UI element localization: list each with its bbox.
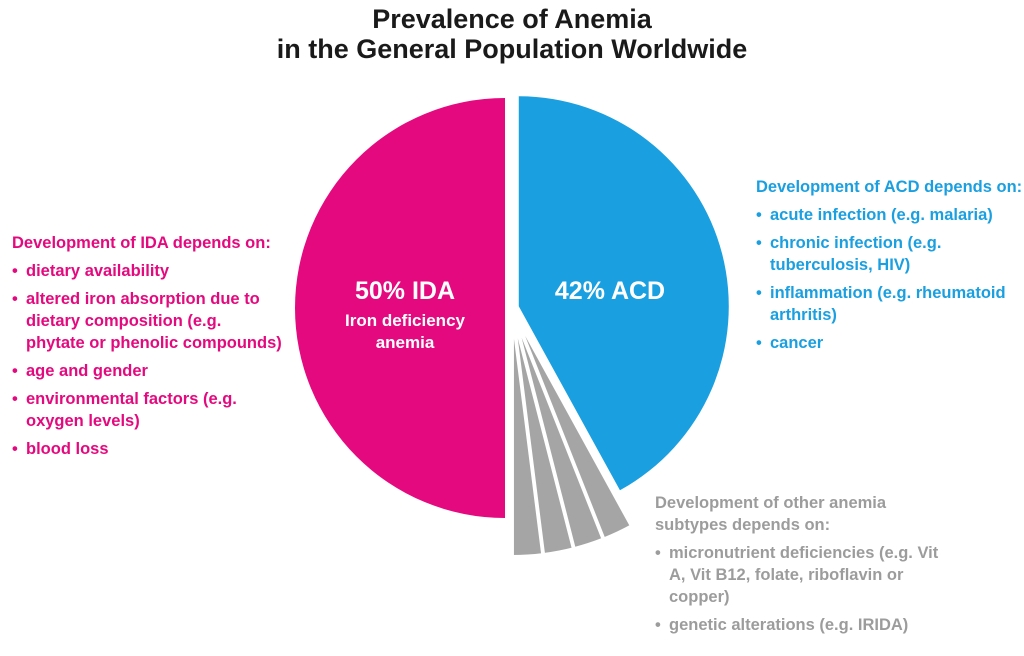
- chart-title: Prevalence of Anemia in the General Popu…: [0, 4, 1024, 64]
- ida-factor-item: altered iron absorption due to dietary c…: [12, 288, 282, 354]
- acd-factors-panel: Development of ACD depends on: acute inf…: [756, 176, 1024, 360]
- acd-factors-heading: Development of ACD depends on:: [756, 178, 1023, 196]
- ida-slice: [295, 98, 505, 518]
- other-subtype-item: genetic alterations (e.g. IRIDA): [655, 614, 955, 636]
- ida-slice-label: 50% IDA Iron deficiency anemia: [320, 276, 490, 354]
- acd-slice: [518, 96, 729, 491]
- ida-factor-item: age and gender: [12, 360, 282, 382]
- acd-factors-list: acute infection (e.g. malaria) chronic i…: [756, 204, 1024, 354]
- ida-slice-sublabel: Iron deficiency anemia: [345, 311, 465, 352]
- chart-title-line-2: in the General Population Worldwide: [276, 34, 748, 64]
- other-subtypes-heading: Development of other anemia subtypes dep…: [655, 494, 887, 534]
- acd-factor-item: inflammation (e.g. rheumatoid arthritis): [756, 282, 1024, 326]
- other-subtypes-panel: Development of other anemia subtypes dep…: [655, 492, 955, 642]
- other-subtypes-list: micronutrient deficiencies (e.g. Vit A, …: [655, 542, 955, 636]
- other-subtype-item: micronutrient deficiencies (e.g. Vit A, …: [655, 542, 955, 608]
- ida-factors-heading: Development of IDA depends on:: [12, 234, 271, 252]
- ida-factors-panel: Development of IDA depends on: dietary a…: [12, 232, 282, 466]
- acd-slice-percent: 42% ACD: [554, 277, 666, 305]
- ida-slice-percent: 50% IDA: [354, 277, 456, 305]
- acd-factor-item: cancer: [756, 332, 1024, 354]
- ida-factors-list: dietary availability altered iron absorp…: [12, 260, 282, 460]
- other-slice-4: [510, 314, 545, 558]
- acd-factor-item: acute infection (e.g. malaria): [756, 204, 1024, 226]
- ida-factor-item: dietary availability: [12, 260, 282, 282]
- ida-factor-item: environmental factors (e.g. oxygen level…: [12, 388, 282, 432]
- chart-title-line-1: Prevalence of Anemia: [372, 4, 652, 34]
- acd-factor-item: chronic infection (e.g. tuberculosis, HI…: [756, 232, 1024, 276]
- acd-slice-label: 42% ACD: [525, 276, 695, 306]
- ida-factor-item: blood loss: [12, 438, 282, 460]
